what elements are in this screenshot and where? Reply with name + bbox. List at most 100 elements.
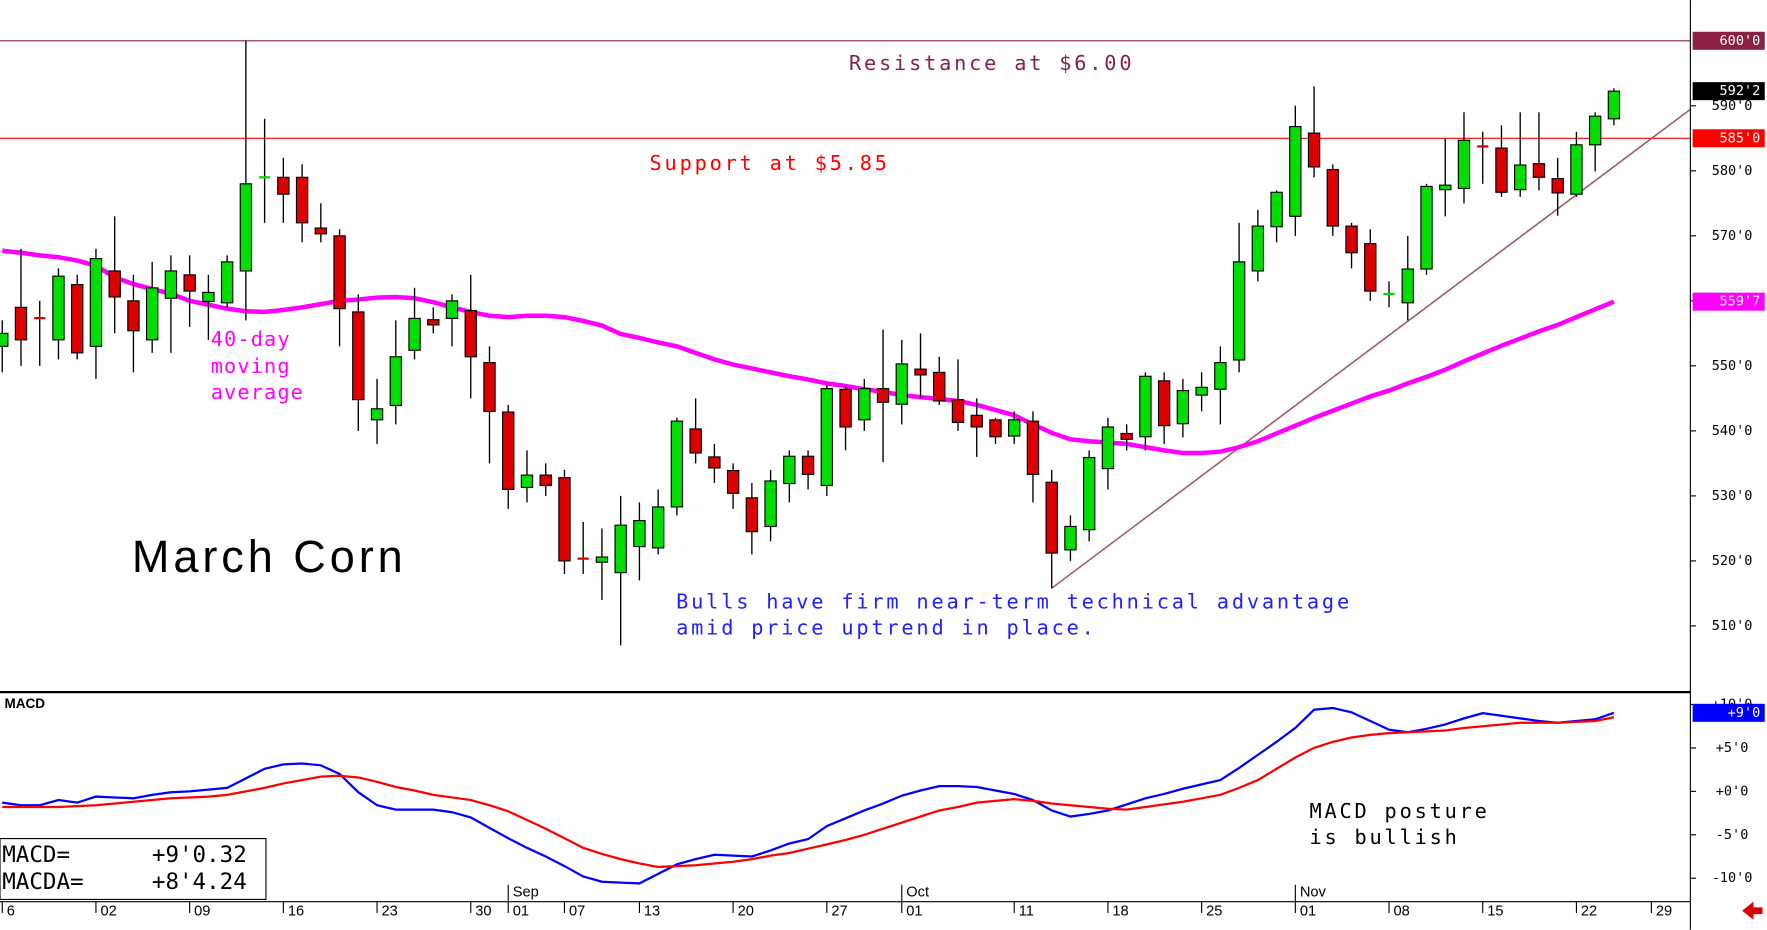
- candle-body: [483, 362, 496, 412]
- candle-body: [1026, 420, 1040, 476]
- y-tick-label: 580'0: [1712, 163, 1753, 179]
- level-axis-label: 585'0: [1720, 130, 1761, 146]
- x-tick-label: 07: [569, 904, 585, 920]
- candle-body: [127, 300, 140, 332]
- candle-body: [333, 235, 346, 310]
- candle-body: [689, 428, 702, 454]
- candle-body: [1120, 432, 1133, 440]
- x-tick-label: 20: [738, 904, 754, 920]
- macd-line: [2, 706, 1615, 885]
- candle-body: [1045, 481, 1058, 554]
- macd-line: [2, 716, 1615, 869]
- candle-body: [1270, 191, 1283, 228]
- y-tick-label: +5'0: [1716, 740, 1749, 756]
- level-axis-label-box: [1692, 31, 1765, 50]
- candle-body: [1326, 168, 1340, 227]
- candle-body: [1214, 362, 1227, 390]
- y-tick-label: 590'0: [1712, 98, 1753, 114]
- candle-body: [277, 176, 290, 195]
- candle-body: [839, 388, 852, 428]
- candle-body: [933, 371, 946, 402]
- x-tick-label: 22: [1581, 904, 1597, 920]
- candle-body: [1532, 163, 1546, 178]
- candle-body: [389, 356, 402, 407]
- candle-body: [1588, 115, 1602, 146]
- candle-body: [1232, 261, 1246, 361]
- readout-label: MACD=: [2, 842, 70, 868]
- note: amid price uptrend in place.: [676, 615, 1097, 639]
- candle-body: [1401, 268, 1414, 304]
- candle-body: [1495, 147, 1508, 193]
- x-tick-label: 02: [100, 904, 116, 920]
- ma-axis-label-box: [1692, 292, 1765, 311]
- candle-body: [1195, 386, 1208, 396]
- candle-body: [708, 456, 721, 469]
- x-tick-label: 25: [1206, 904, 1222, 920]
- candle-body: [745, 497, 759, 533]
- candle-body: [1008, 419, 1021, 437]
- macd-note: MACD posture: [1309, 799, 1489, 823]
- candle-body: [427, 319, 440, 326]
- candle-body: [0, 332, 9, 347]
- candle-body: [464, 310, 477, 358]
- candle-body: [1251, 225, 1265, 272]
- y-tick-label: -10'0: [1712, 870, 1753, 886]
- scroll-arrow[interactable]: [1742, 901, 1763, 920]
- candle-body: [314, 227, 328, 235]
- y-tick-label: 540'0: [1712, 423, 1753, 439]
- candle-body: [539, 474, 552, 487]
- chart-title: March Corn: [132, 531, 407, 582]
- candle-body: [820, 388, 834, 487]
- y-tick-label: 530'0: [1712, 488, 1753, 504]
- candle-body: [1439, 184, 1452, 191]
- candle-body: [651, 506, 665, 549]
- ma-axis-label: 559'7: [1720, 294, 1761, 310]
- candle-body: [558, 477, 571, 562]
- support-label: Support at $5.85: [650, 151, 890, 175]
- candle-body: [445, 300, 459, 319]
- month-label: Oct: [906, 885, 929, 901]
- x-tick-label: 01: [906, 904, 922, 920]
- candle-body: [1176, 390, 1190, 425]
- candle-body: [1570, 144, 1583, 195]
- candle-body: [1082, 456, 1096, 531]
- x-tick-label: 18: [1112, 904, 1128, 920]
- x-tick-label: 01: [1300, 904, 1316, 920]
- candle-body: [970, 414, 983, 428]
- month-label: Nov: [1300, 885, 1327, 901]
- candle-body: [951, 399, 965, 423]
- candle-body: [633, 520, 646, 548]
- candle-body: [1551, 178, 1564, 194]
- moving-average: [2, 248, 1615, 456]
- ma-label: moving: [211, 354, 291, 378]
- candle-body: [1514, 164, 1527, 191]
- candle-body: [670, 420, 684, 508]
- candle-body: [1420, 185, 1433, 270]
- candle-body: [614, 524, 627, 574]
- candle-body: [783, 455, 796, 485]
- candle-body: [89, 258, 103, 347]
- ma-label: 40-day: [211, 327, 291, 351]
- last-price-label-box: [1692, 82, 1765, 101]
- resistance-label: Resistance at $6.00: [849, 51, 1134, 75]
- x-tick-label: 11: [1019, 904, 1034, 920]
- macd-axis-label-box: [1692, 703, 1765, 722]
- candle-body: [1457, 139, 1471, 189]
- candle-body: [1307, 132, 1321, 168]
- y-tick-label: 550'0: [1712, 358, 1753, 374]
- note: Bulls have firm near-term technical adva…: [676, 590, 1352, 614]
- x-tick-label: 23: [382, 904, 398, 920]
- x-tick-label: 27: [831, 904, 847, 920]
- x-tick-label: 15: [1487, 904, 1503, 920]
- candle-body: [1139, 375, 1152, 438]
- x-tick-label: 01: [513, 904, 529, 920]
- x-tick-label: 6: [7, 904, 15, 920]
- candle-body: [352, 311, 365, 401]
- candle-body: [1289, 126, 1302, 217]
- candle-body: [52, 275, 65, 341]
- readout-label: MACDA=: [2, 869, 83, 895]
- candle-body: [183, 274, 196, 292]
- candle-body: [764, 480, 777, 528]
